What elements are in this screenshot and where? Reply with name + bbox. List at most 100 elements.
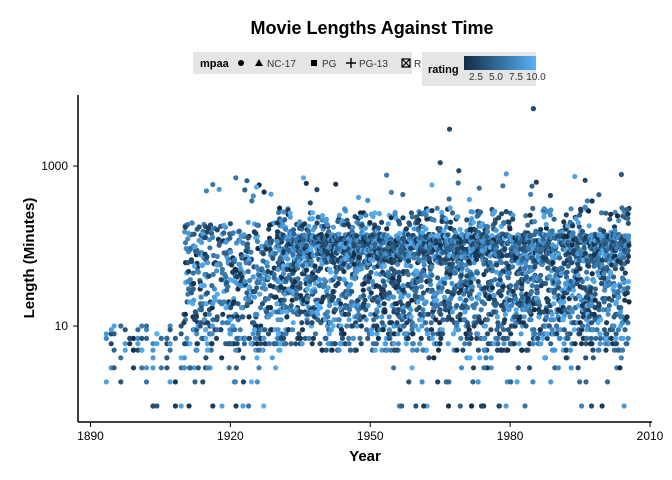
data-point bbox=[350, 335, 356, 341]
data-point bbox=[143, 365, 150, 371]
data-point bbox=[557, 327, 564, 333]
data-point bbox=[570, 283, 576, 289]
data-point bbox=[599, 280, 605, 287]
data-point bbox=[274, 238, 280, 244]
data-point bbox=[335, 218, 341, 224]
data-point bbox=[626, 299, 632, 305]
data-point bbox=[281, 335, 287, 341]
data-point bbox=[277, 205, 283, 211]
color-legend: rating 2.5 5.0 7.5 10.0 bbox=[422, 52, 546, 86]
data-point bbox=[246, 284, 252, 290]
data-point bbox=[143, 323, 150, 329]
data-point bbox=[354, 323, 360, 329]
data-point bbox=[139, 323, 145, 329]
data-point bbox=[498, 347, 505, 353]
data-point bbox=[368, 290, 374, 296]
data-point bbox=[256, 279, 262, 286]
data-point-outlier bbox=[530, 106, 537, 112]
data-point-outlier bbox=[456, 168, 462, 174]
data-point bbox=[409, 297, 415, 303]
data-point bbox=[401, 309, 407, 315]
data-point bbox=[351, 261, 357, 267]
data-point bbox=[466, 258, 472, 264]
data-point bbox=[529, 183, 535, 189]
data-point bbox=[569, 293, 575, 299]
data-point bbox=[380, 278, 387, 285]
data-point bbox=[518, 331, 524, 337]
data-point bbox=[435, 379, 441, 385]
data-point bbox=[198, 294, 204, 300]
data-point bbox=[184, 335, 190, 341]
data-point bbox=[202, 234, 208, 240]
data-point bbox=[355, 194, 362, 200]
data-point bbox=[412, 323, 419, 329]
data-point bbox=[293, 341, 299, 347]
data-point bbox=[446, 196, 452, 202]
data-point bbox=[444, 245, 451, 252]
data-point bbox=[422, 272, 428, 278]
data-point bbox=[583, 355, 589, 361]
data-point bbox=[613, 331, 619, 337]
data-point bbox=[353, 347, 359, 353]
data-point bbox=[441, 294, 448, 300]
data-point bbox=[379, 314, 385, 320]
data-point bbox=[203, 188, 209, 194]
data-point bbox=[221, 299, 227, 305]
data-point bbox=[561, 327, 567, 333]
data-point bbox=[592, 291, 598, 297]
data-point bbox=[596, 307, 602, 313]
data-point bbox=[190, 270, 196, 276]
data-point bbox=[470, 365, 477, 371]
data-point bbox=[427, 277, 433, 284]
data-point bbox=[214, 317, 220, 323]
data-point bbox=[275, 266, 281, 272]
data-point bbox=[590, 327, 596, 333]
data-point bbox=[540, 335, 546, 341]
data-point bbox=[225, 259, 231, 265]
y-axis-title: Length (Minutes) bbox=[21, 198, 38, 319]
data-point bbox=[518, 314, 524, 320]
data-point bbox=[167, 341, 173, 347]
data-point bbox=[226, 365, 232, 371]
data-point bbox=[521, 266, 528, 272]
data-point bbox=[158, 335, 164, 341]
data-point bbox=[316, 277, 322, 283]
data-point bbox=[489, 285, 495, 291]
data-point bbox=[601, 275, 607, 281]
data-point bbox=[305, 294, 311, 300]
y-tick-label: 10 bbox=[55, 319, 69, 333]
data-point bbox=[458, 254, 464, 260]
data-point bbox=[463, 297, 469, 303]
data-point bbox=[612, 283, 618, 289]
data-point bbox=[617, 284, 623, 290]
data-point bbox=[346, 317, 352, 323]
data-point bbox=[421, 262, 427, 268]
data-point bbox=[309, 341, 315, 347]
data-point bbox=[514, 250, 520, 256]
data-point bbox=[130, 335, 137, 341]
data-point bbox=[543, 314, 550, 320]
data-point bbox=[561, 299, 567, 305]
data-point bbox=[507, 226, 513, 232]
data-point bbox=[435, 347, 442, 353]
data-point bbox=[419, 323, 425, 329]
data-point bbox=[544, 335, 550, 341]
data-point bbox=[336, 231, 342, 237]
data-point bbox=[619, 275, 626, 281]
data-point bbox=[191, 231, 197, 237]
data-point bbox=[437, 341, 443, 347]
data-point bbox=[494, 314, 500, 320]
data-point bbox=[391, 257, 397, 263]
data-point bbox=[341, 268, 347, 275]
data-point bbox=[506, 219, 512, 225]
data-point bbox=[401, 305, 407, 311]
data-point bbox=[325, 309, 331, 315]
data-point bbox=[225, 284, 231, 290]
data-point bbox=[370, 278, 376, 285]
data-point bbox=[428, 281, 434, 288]
data-point bbox=[584, 276, 590, 282]
data-point bbox=[182, 224, 188, 230]
data-point bbox=[366, 278, 372, 285]
data-point bbox=[414, 347, 420, 353]
